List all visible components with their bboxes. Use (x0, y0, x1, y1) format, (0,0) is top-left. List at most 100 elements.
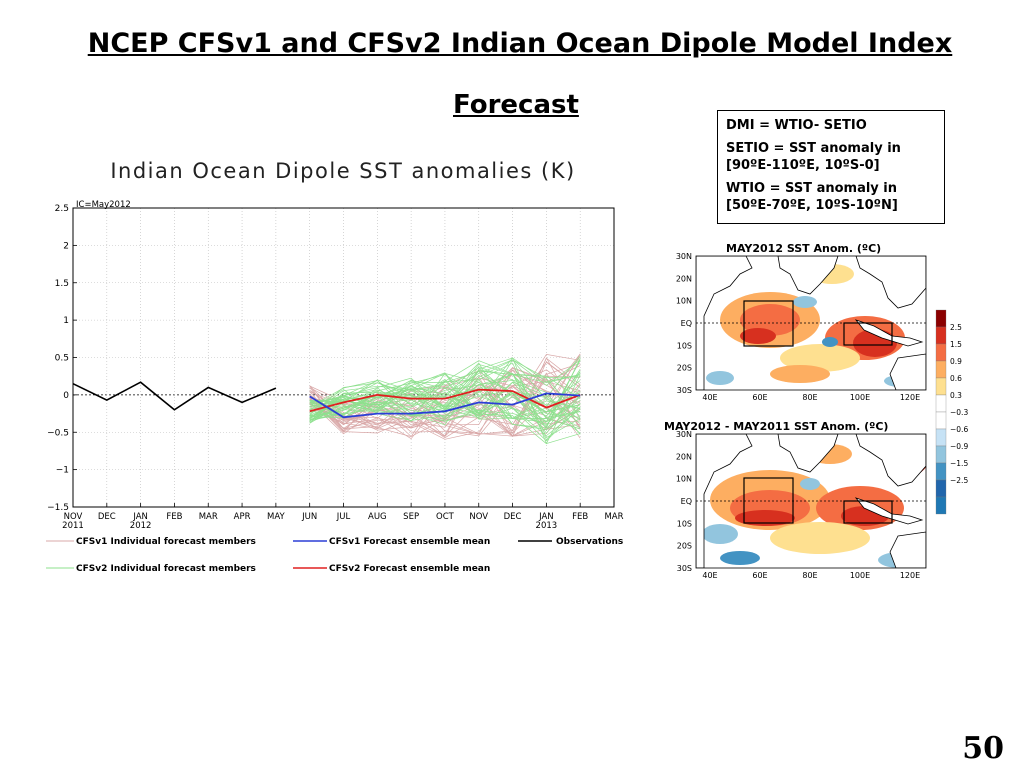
forecast-member-line (309, 369, 581, 439)
x-tick-label: MAR (199, 512, 218, 522)
colorbar-segment (935, 462, 947, 481)
legend-cfsv1-members: CFSv1 Individual forecast members (76, 537, 256, 547)
colorbar-segment (935, 411, 947, 430)
x-tick-label: MAY (267, 512, 285, 522)
dmi-definition: DMI = WTIO- SETIO (726, 118, 867, 133)
observations-line (72, 381, 277, 411)
x-tick-label: OCT (436, 512, 455, 522)
x-tick-year: 2012 (130, 521, 152, 531)
colorbar-segment (935, 309, 947, 328)
map-lat-label: 20S (677, 364, 692, 373)
top-map (696, 256, 926, 390)
page-number: 50 (962, 731, 1004, 766)
map-lat-label: 20N (676, 452, 692, 461)
colorbar-segment (935, 479, 947, 498)
colorbar-segment (935, 360, 947, 379)
x-tick-label: MAR (604, 512, 623, 522)
map-axes: 30N 20N 10N EQ 10S 20S 30S 40E 60E 80E 100E 120E 30N… (676, 252, 920, 580)
map-lon-label: 80E (802, 393, 817, 402)
colorbar-label: 0.3 (950, 391, 962, 400)
legend-cfsv2-members: CFSv2 Individual forecast members (76, 564, 256, 574)
plot-frame (72, 207, 615, 508)
chart-grid (72, 207, 615, 508)
dmi-definition-box: DMI = WTIO- SETIO SETIO = SST anomaly in… (717, 110, 945, 224)
map-lon-label: 40E (702, 571, 717, 580)
wtio-region: [50ºE-70ºE, 10ºS-10ºN] (726, 198, 898, 213)
x-tick-label: JUN (301, 512, 317, 522)
y-tick-label: 1.5 (55, 279, 69, 289)
forecast-member-line (309, 372, 581, 414)
map-lon-label: 40E (702, 393, 717, 402)
x-tick-label: NOV (469, 512, 488, 522)
map-lon-label: 60E (752, 393, 767, 402)
map-lat-label: 10S (677, 341, 692, 350)
x-tick-year: 2013 (536, 521, 558, 531)
colorbar-label: −1.5 (950, 459, 968, 468)
chart-lines (72, 381, 581, 419)
colorbar-label: −0.3 (950, 408, 968, 417)
map-lon-label: 100E (850, 571, 870, 580)
map-lat-label: 10N (676, 297, 692, 306)
top-map-title: MAY2012 SST Anom. (ºC) (726, 242, 881, 255)
legend-cfsv1-mean: CFSv1 Forecast ensemble mean (329, 537, 490, 547)
y-tick-label: 2.5 (55, 204, 69, 214)
x-tick-label: AUG (368, 512, 387, 522)
cfsv1-mean-line (309, 392, 581, 419)
x-tick-label: NOV (64, 512, 83, 522)
colorbar-segment (935, 496, 947, 515)
forecast-member-line (309, 374, 581, 424)
x-tick-label: FEB (166, 512, 182, 522)
map-lon-label: 60E (752, 571, 767, 580)
wtio-definition: WTIO = SST anomaly in [50ºE-70ºE, 10ºS-10… (726, 180, 936, 214)
legend-cfsv2-mean: CFSv2 Forecast ensemble mean (329, 564, 490, 574)
map-colorbar: 2.5 1.5 0.9 0.6 0.3 −0.3 −0.6 −0.9 −1.5 −2.5 (935, 309, 968, 515)
map-lon-label: 100E (850, 393, 870, 402)
x-tick-label: DEC (98, 512, 116, 522)
colorbar-label: 2.5 (950, 323, 962, 332)
slide-subtitle: Forecast (453, 90, 579, 120)
map-lat-label: EQ (681, 319, 692, 328)
setio-region: [90ºE-110ºE, 10ºS-0] (726, 158, 880, 173)
bottom-map-title: MAY2012 - MAY2011 SST Anom. (ºC) (664, 420, 888, 433)
forecast-member-line (309, 355, 581, 420)
forecast-member-line (309, 356, 581, 445)
map-lat-label: 10N (676, 475, 692, 484)
legend-observations: Observations (556, 537, 623, 547)
colorbar-label: 1.5 (950, 340, 962, 349)
x-tick-label: JAN (538, 512, 554, 522)
map-lat-label: 20N (676, 274, 692, 283)
map-lon-label: 120E (900, 393, 920, 402)
forecast-member-line (309, 370, 581, 410)
map-lat-label: 30N (676, 252, 692, 261)
colorbar-label: −0.9 (950, 442, 968, 451)
chart-title: Indian Ocean Dipole SST anomalies (K) (110, 159, 575, 183)
y-tick-label: 0.5 (55, 354, 69, 364)
forecast-member-line (309, 374, 581, 445)
x-tick-label: JUL (336, 512, 351, 522)
wtio-text: WTIO = SST anomaly in (726, 181, 898, 196)
forecast-member-line (309, 382, 581, 434)
colorbar-label: 0.9 (950, 357, 962, 366)
forecast-member-line (309, 388, 581, 419)
colorbar-segment (935, 445, 947, 464)
map-lat-label: 30S (677, 386, 692, 395)
forecast-member-line (309, 373, 581, 421)
iod-chart: Indian Ocean Dipole SST anomalies (K) IC… (46, 159, 624, 574)
x-tick-label: SEP (403, 512, 419, 522)
x-tick-label: APR (234, 512, 251, 522)
sst-anomaly-maps: MAY2012 SST Anom. (ºC) MAY2012 - MAY2011… (664, 242, 968, 580)
colorbar-segment (935, 377, 947, 396)
colorbar-segment (935, 394, 947, 413)
y-tick-label: −1 (56, 466, 69, 476)
map-lat-label: 20S (677, 542, 692, 551)
forecast-member-line (309, 360, 581, 423)
y-tick-label: 0 (63, 391, 69, 401)
y-tick-label: −1.5 (47, 503, 69, 513)
colorbar-segment (935, 326, 947, 345)
map-lon-label: 120E (900, 571, 920, 580)
forecast-member-line (309, 373, 581, 406)
chart-legend: CFSv1 Individual forecast members CFSv1 … (46, 537, 623, 574)
forecast-member-line (309, 381, 581, 422)
cfsv2-mean-line (309, 388, 581, 413)
